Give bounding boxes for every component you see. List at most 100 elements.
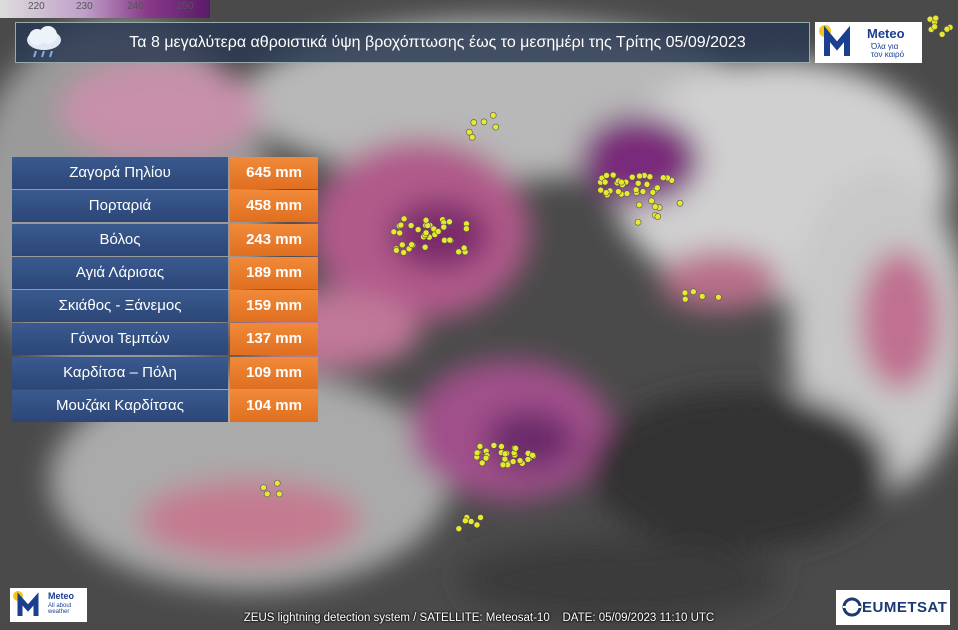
lightning-dot [648,197,655,205]
lightning-dot [602,189,610,196]
lightning-dot [499,461,507,469]
meteo-icon [819,25,850,56]
lightning-dot [422,229,430,237]
lightning-dot [460,244,468,252]
lightning-dot [275,490,283,498]
lightning-dot [615,188,622,195]
tagline-line: weather [48,609,70,616]
lightning-dot [501,450,509,458]
title-bar: Τα 8 μεγαλύτερα αθροιστικά ύψη βροχόπτωσ… [15,22,810,63]
lightning-dot [490,442,498,449]
lightning-dot [455,248,462,256]
logo-tagline: All about weather [48,603,71,616]
lightning-dot [681,295,689,303]
colorbar-label: 230 [76,1,93,12]
tagline-line: Όλα για [871,42,899,51]
lightning-dot [659,174,667,182]
lightning-dot [634,218,642,226]
meteo-logo: Meteo Όλα για τον καιρό [815,22,922,63]
lightning-dot [943,25,951,33]
meteo-icon [13,591,39,616]
lightning-dot [597,186,604,194]
lightning-dot [260,484,267,491]
lightning-dot [468,133,476,141]
table-row: Αγιά Λάρισας 189 mm [12,256,318,289]
table-row: Καρδίτσα – Πόλη 109 mm [12,356,318,389]
lightning-dot [421,243,429,251]
lightning-dot [476,443,484,450]
rain-icon [27,26,61,58]
lightning-dot [516,457,524,464]
lightning-strikes [260,14,954,532]
rainfall-value: 645 mm [230,157,318,189]
station-name: Ζαγορά Πηλίου [12,157,228,189]
lightning-dot [636,172,643,180]
lightning-dot [609,171,617,179]
tagline-line: All about [48,603,72,609]
station-name: Γόννοι Τεμπών [12,323,228,356]
footer: ZEUS lightning detection system / SATELL… [243,612,715,624]
rainfall-value: 458 mm [230,190,318,223]
lightning-dot [932,14,940,22]
lightning-dot [628,173,636,181]
lightning-dot [938,30,946,38]
lightning-dot [396,229,403,237]
lightning-dot [512,445,519,452]
colorbar-label: 250 [177,1,194,12]
lightning-dot [676,199,684,207]
table-row: Γόννοι Τεμπών 137 mm [12,323,318,356]
lightning-dot [635,201,643,209]
lightning-dot [473,521,481,529]
colorbar: 220 230 240 250 [0,0,210,18]
lightning-dot [462,517,469,525]
lightning-dot [632,186,640,194]
lightning-dot [455,525,463,532]
lightning-dot [390,228,398,236]
logo-name: Meteo [48,591,75,601]
tagline-line: τον καιρό [871,50,905,60]
lightning-dot [482,454,490,462]
lightning-dot [601,178,609,186]
eumetsat-logo: EUMETSAT [836,590,950,625]
rainfall-table: Ζαγορά Πηλίου 645 mm Πορταριά 458 mm Βόλος 24… [12,157,318,423]
lightning-dot [407,222,415,229]
table-row: Ζαγορά Πηλίου 645 mm [12,157,318,189]
lightning-dot [489,112,497,119]
eumetsat-icon [842,597,862,617]
lightning-dot [473,449,481,457]
lightning-dot [634,179,642,187]
lightning-dot [690,288,697,296]
eumetsat-name: EUMETSAT [862,599,948,616]
lightning-dot [263,490,271,498]
lightning-dot [509,458,517,465]
lightning-dot [639,188,647,195]
lightning-dot [463,225,470,232]
lightning-dot [477,514,484,521]
station-name: Αγιά Λάρισας [12,256,228,289]
station-name: Πορταριά [12,190,228,223]
lightning-dot [931,23,938,31]
colorbar-label: 240 [127,1,144,12]
lightning-dot [524,456,532,463]
lightning-dot [408,241,415,248]
lightning-dot [434,228,442,235]
logo-tagline: Όλα για τον καιρό [871,42,905,60]
lightning-dot [422,216,430,224]
lightning-dot [623,190,631,197]
table-row: Σκιάθος - Ξάνεμος 159 mm [12,290,318,323]
lightning-dot [618,178,625,186]
lightning-dot [440,223,448,231]
lightning-dot [446,236,454,244]
lightning-dot [646,173,654,181]
lightning-dot [400,215,408,223]
rainfall-value: 189 mm [230,256,318,289]
lightning-dot [480,118,488,126]
station-name: Βόλος [12,223,228,256]
rainfall-value: 159 mm [230,290,318,323]
lightning-dot [273,479,281,487]
logo-name: Meteo [867,26,905,41]
table-row: Μουζάκι Καρδίτσας 104 mm [12,390,318,423]
lightning-dot [529,451,536,459]
lightning-dot [649,189,657,196]
